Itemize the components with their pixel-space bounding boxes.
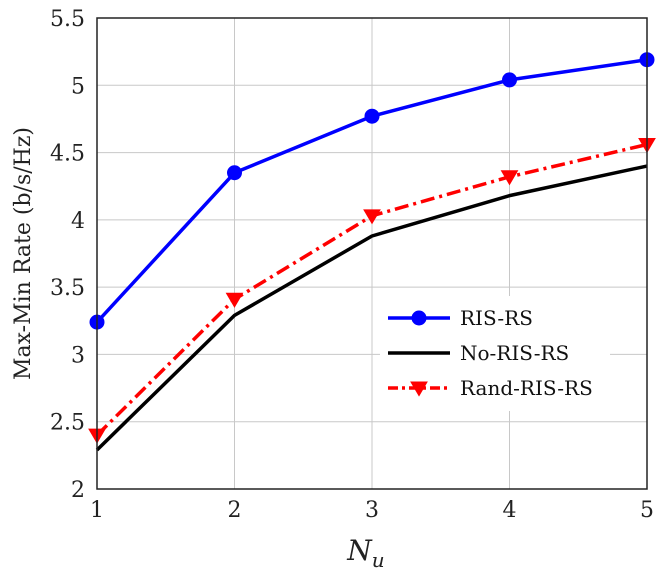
series-layer [88, 52, 656, 452]
x-tick-label: 5 [640, 498, 654, 523]
data-point [364, 108, 380, 124]
data-point [225, 292, 244, 308]
grid [96, 17, 648, 490]
legend-swatch-marker [410, 381, 428, 397]
y-tick-label: 3.5 [50, 276, 85, 301]
legend-item: No-RIS-RS [388, 341, 569, 365]
y-tick-label: 2.5 [50, 411, 85, 436]
x-tick-label: 4 [503, 498, 517, 523]
legend-label: No-RIS-RS [460, 341, 569, 365]
x-tick-label: 3 [365, 498, 379, 523]
y-tick-label: 2 [71, 478, 85, 503]
legend-label: Rand-RIS-RS [460, 376, 593, 400]
y-tick-label: 4 [71, 209, 85, 234]
y-tick-label: 3 [71, 343, 85, 368]
x-axis-label-subscript: u [372, 548, 385, 572]
x-tick-label: 2 [228, 498, 242, 523]
plot-frame [96, 17, 648, 490]
x-tick-label: 1 [90, 498, 104, 523]
data-point [363, 209, 381, 225]
y-tick-label: 4.5 [50, 142, 85, 167]
x-axis-label-main: N [346, 534, 373, 567]
series-no-ris-rs [95, 164, 648, 452]
data-point [500, 170, 519, 186]
legend-swatch-marker [411, 310, 427, 326]
legend-label: RIS-RS [460, 306, 533, 330]
y-tick-label: 5.5 [50, 7, 85, 32]
data-point [227, 165, 242, 181]
legend-item: RIS-RS [388, 306, 533, 330]
tick-labels: 1 2 3 4 522.533.544.555.5 [50, 7, 654, 523]
legend: RIS-RS No-RIS-RS Rand-RIS-RS [380, 296, 610, 411]
y-axis-label: Max-Min Rate (b/s/Hz) [11, 127, 36, 380]
data-point [502, 72, 517, 88]
legend-item: Rand-RIS-RS [388, 376, 593, 400]
series-line [95, 164, 648, 452]
x-axis-label: Nu [346, 534, 384, 572]
y-tick-label: 5 [71, 74, 85, 99]
